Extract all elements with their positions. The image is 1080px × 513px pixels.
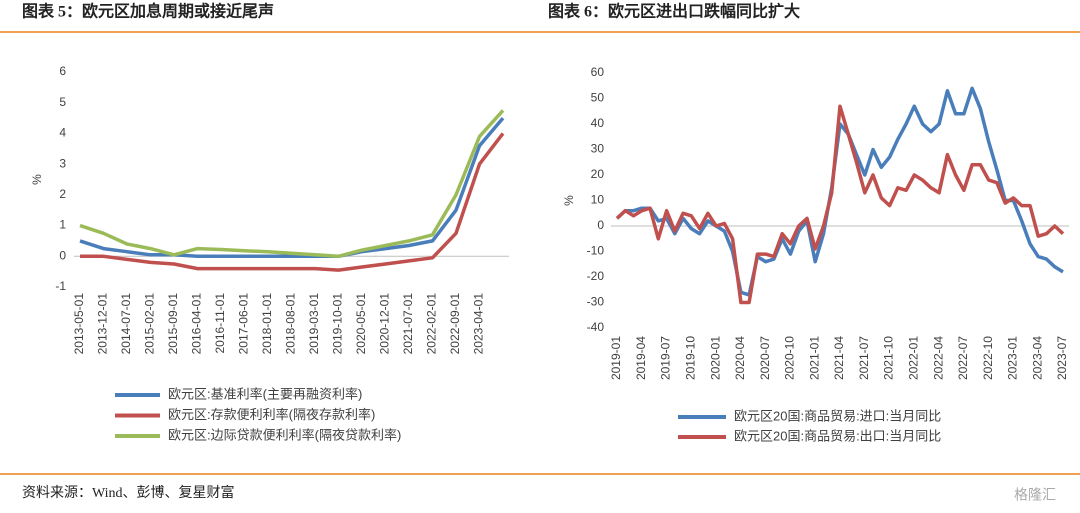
- y-tick-label: 1: [59, 218, 66, 232]
- y-tick-label: -30: [587, 295, 605, 309]
- y-tick-label: 4: [59, 126, 66, 140]
- x-tick-label: 2023-04: [1030, 336, 1044, 380]
- y-axis-label: %: [562, 195, 576, 206]
- x-tick-label: 2019-03-01: [307, 293, 321, 355]
- x-tick-label: 2022-02-01: [425, 293, 439, 355]
- x-tick-label: 2021-07: [857, 336, 871, 380]
- series-line: [79, 109, 505, 259]
- y-tick-label: 2: [59, 187, 66, 201]
- x-tick-label: 2017-06-01: [237, 293, 251, 355]
- series-line: [80, 132, 505, 272]
- x-tick-label: 2019-10-01: [331, 293, 345, 355]
- y-tick-label: 0: [59, 248, 66, 262]
- legend-label: 欧元区20国:商品贸易:进口:当月同比: [734, 408, 941, 423]
- y-tick-label: 10: [591, 193, 605, 207]
- y-tick-label: -40: [587, 320, 605, 334]
- x-tick-label: 2020-04: [733, 336, 747, 380]
- chart-title: 图表 5：欧元区加息周期或接近尾声: [22, 2, 274, 21]
- series-line: [615, 104, 1065, 305]
- x-tick-label: 2018-01-01: [260, 293, 274, 355]
- y-tick-label: 6: [59, 64, 66, 78]
- x-tick-label: 2014-07-01: [119, 293, 133, 355]
- chart-title: 图表 6：欧元区进出口跌幅同比扩大: [548, 2, 800, 21]
- y-tick-label: 60: [591, 65, 605, 79]
- x-tick-label: 2023-01: [1006, 336, 1020, 380]
- x-tick-label: 2020-05-01: [354, 293, 368, 355]
- x-tick-label: 2018-08-01: [284, 293, 298, 355]
- y-tick-label: 5: [59, 95, 66, 109]
- x-tick-label: 2020-01: [708, 336, 722, 380]
- x-tick-label: 2023-07: [1055, 336, 1069, 380]
- y-tick-label: -10: [587, 244, 605, 258]
- legend-label: 欧元区:基准利率(主要再融资利率): [168, 386, 362, 401]
- legend-label: 欧元区20国:商品贸易:出口:当月同比: [734, 428, 941, 443]
- source-note: 资料来源：Wind、彭博、复星财富: [22, 484, 235, 501]
- x-tick-label: 2016-11-01: [213, 293, 227, 354]
- x-tick-label: 2020-10: [783, 336, 797, 380]
- x-tick-label: 2016-04-01: [190, 293, 204, 355]
- y-tick-label: -1: [55, 279, 66, 293]
- x-tick-label: 2021-07-01: [401, 293, 415, 355]
- x-tick-label: 2022-07: [956, 336, 970, 380]
- x-tick-label: 2019-01: [609, 336, 623, 380]
- x-tick-label: 2019-07: [659, 336, 673, 380]
- x-tick-label: 2019-04: [634, 336, 648, 380]
- x-tick-label: 2021-04: [832, 336, 846, 380]
- x-tick-label: 2022-09-01: [448, 293, 462, 355]
- x-tick-label: 2020-07: [758, 336, 772, 380]
- y-tick-label: 3: [59, 156, 66, 170]
- x-tick-label: 2023-04-01: [472, 293, 486, 355]
- y-tick-label: 20: [591, 167, 605, 181]
- x-tick-label: 2013-05-01: [72, 293, 86, 355]
- x-tick-label: 2015-09-01: [166, 293, 180, 355]
- legend-label: 欧元区:边际贷款便利利率(隔夜贷款利率): [168, 427, 401, 442]
- y-tick-label: 40: [591, 116, 605, 130]
- y-tick-label: 30: [591, 142, 605, 156]
- x-tick-label: 2019-10: [684, 336, 698, 380]
- x-tick-label: 2021-10: [882, 336, 896, 380]
- x-tick-label: 2021-01: [807, 336, 821, 380]
- x-tick-label: 2015-02-01: [143, 293, 157, 355]
- y-tick-label: 0: [597, 218, 604, 232]
- x-tick-label: 2022-10: [981, 336, 995, 380]
- x-tick-label: 2020-12-01: [378, 293, 392, 355]
- x-tick-label: 2022-01: [907, 336, 921, 380]
- y-tick-label: -20: [587, 269, 605, 283]
- y-axis-label: %: [30, 174, 44, 185]
- series-line: [79, 116, 505, 259]
- x-tick-label: 2013-12-01: [96, 293, 110, 355]
- y-tick-label: 50: [591, 91, 605, 105]
- watermark: 格隆汇: [1014, 487, 1056, 503]
- x-tick-label: 2022-04: [931, 336, 945, 380]
- legend-label: 欧元区:存款便利利率(隔夜存款利率): [168, 407, 375, 422]
